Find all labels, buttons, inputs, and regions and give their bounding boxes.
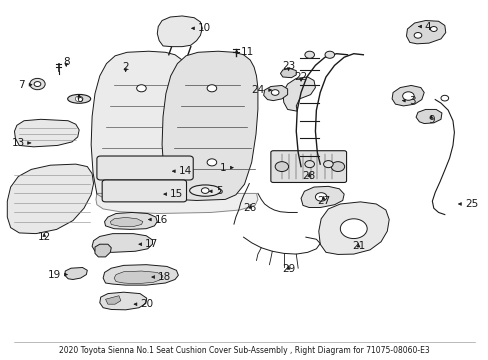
Text: 26: 26 <box>243 203 256 212</box>
Polygon shape <box>280 68 296 78</box>
Polygon shape <box>110 217 142 226</box>
Text: 21: 21 <box>351 241 365 251</box>
Circle shape <box>207 85 216 92</box>
Text: 13: 13 <box>12 138 31 148</box>
Circle shape <box>323 161 332 168</box>
FancyBboxPatch shape <box>102 180 186 202</box>
Polygon shape <box>7 164 93 234</box>
Circle shape <box>413 32 421 38</box>
Text: 23: 23 <box>282 62 295 71</box>
Text: 25: 25 <box>458 199 477 209</box>
Text: 19: 19 <box>48 270 67 280</box>
Text: 2: 2 <box>122 62 129 72</box>
Text: 15: 15 <box>163 189 183 199</box>
Polygon shape <box>100 292 146 310</box>
Text: 24: 24 <box>251 85 271 95</box>
Circle shape <box>34 82 41 86</box>
Polygon shape <box>91 51 190 201</box>
Circle shape <box>304 51 314 58</box>
Circle shape <box>325 51 334 58</box>
Circle shape <box>340 219 366 239</box>
Polygon shape <box>406 21 445 44</box>
Circle shape <box>429 27 436 31</box>
Polygon shape <box>391 85 424 106</box>
Circle shape <box>207 159 216 166</box>
Text: 16: 16 <box>148 215 168 225</box>
Polygon shape <box>263 85 287 100</box>
Text: 6: 6 <box>76 94 82 104</box>
Polygon shape <box>92 234 152 252</box>
Polygon shape <box>114 271 163 284</box>
Text: 8: 8 <box>63 57 69 67</box>
Text: 9: 9 <box>427 115 434 125</box>
FancyBboxPatch shape <box>97 156 193 180</box>
Text: 10: 10 <box>191 23 211 33</box>
Circle shape <box>304 161 314 168</box>
Circle shape <box>330 162 344 171</box>
Polygon shape <box>15 119 79 147</box>
Polygon shape <box>105 296 121 304</box>
Polygon shape <box>104 212 157 229</box>
FancyBboxPatch shape <box>270 151 346 183</box>
Circle shape <box>271 90 279 95</box>
Text: 27: 27 <box>316 196 329 206</box>
Circle shape <box>275 162 288 171</box>
Polygon shape <box>157 16 202 47</box>
Ellipse shape <box>189 185 220 196</box>
Polygon shape <box>103 265 178 285</box>
Text: 1: 1 <box>219 163 233 173</box>
Text: 3: 3 <box>402 96 415 105</box>
Ellipse shape <box>67 94 90 103</box>
Text: 7: 7 <box>19 80 32 90</box>
Circle shape <box>201 188 208 193</box>
Circle shape <box>402 92 413 100</box>
Text: 20: 20 <box>134 299 153 309</box>
Circle shape <box>30 78 45 90</box>
Text: 4: 4 <box>418 22 430 32</box>
Polygon shape <box>162 51 257 201</box>
Polygon shape <box>96 193 257 213</box>
Text: 14: 14 <box>172 166 192 176</box>
Circle shape <box>136 85 146 92</box>
Polygon shape <box>282 77 315 111</box>
Polygon shape <box>415 109 441 123</box>
Polygon shape <box>318 202 388 255</box>
Text: 28: 28 <box>302 171 315 181</box>
Text: 12: 12 <box>38 232 51 242</box>
Text: 17: 17 <box>139 239 158 249</box>
Circle shape <box>440 95 447 101</box>
Text: 22: 22 <box>294 72 307 82</box>
Circle shape <box>315 193 326 201</box>
Text: 2020 Toyota Sienna No.1 Seat Cushion Cover Sub-Assembly , Right Diagram for 7107: 2020 Toyota Sienna No.1 Seat Cushion Cov… <box>59 346 429 355</box>
Circle shape <box>136 159 146 166</box>
Polygon shape <box>64 267 87 279</box>
Text: 11: 11 <box>234 47 254 57</box>
Text: 5: 5 <box>209 186 222 196</box>
Polygon shape <box>301 186 344 207</box>
Text: 18: 18 <box>151 272 171 282</box>
Polygon shape <box>95 244 111 257</box>
Circle shape <box>75 96 83 102</box>
Text: 29: 29 <box>282 264 295 274</box>
